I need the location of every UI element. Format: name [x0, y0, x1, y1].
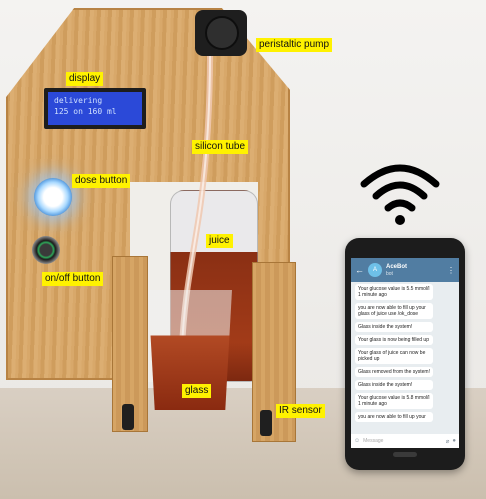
- left-sensor-block: [112, 256, 148, 432]
- wifi-icon: [360, 164, 440, 225]
- message-bubble: Your glucose value is 5.8 mmol/l 1 minut…: [355, 393, 433, 409]
- chat-title-block: AceBot bot: [386, 264, 407, 277]
- message-bubble: Glass removed from the system!: [355, 367, 433, 377]
- message-bubble: Your glass of juice can now be picked up: [355, 348, 433, 364]
- label-juice: juice: [206, 234, 233, 248]
- message-list: Your glucose value is 5.5 mmol/l 1 minut…: [351, 282, 459, 424]
- avatar: A: [368, 263, 382, 277]
- label-glass: glass: [182, 384, 212, 398]
- label-ir-sensor: IR sensor: [276, 404, 325, 418]
- label-peristaltic-pump: peristaltic pump: [256, 38, 333, 52]
- message-bubble: Glass inside the system!: [355, 380, 433, 390]
- back-arrow-icon: ←: [355, 265, 364, 275]
- label-display: display: [66, 72, 104, 86]
- peristaltic-pump: [195, 10, 247, 56]
- emoji-icon: ☺: [354, 438, 361, 444]
- chat-header: ← A AceBot bot ⋮: [351, 258, 459, 282]
- lcd-line-2: 125 on 160 ml: [54, 107, 117, 116]
- telegram-screen: ← A AceBot bot ⋮ Your glucose value is 5…: [351, 258, 459, 448]
- paperclip-icon: ⌀: [445, 438, 450, 445]
- left-ir-sensor: [122, 404, 134, 430]
- lcd-line-1: delivering: [54, 96, 103, 105]
- message-bubble: Your glass is now being filled up: [355, 335, 433, 345]
- right-ir-sensor: [260, 410, 272, 436]
- on-off-button: [32, 236, 60, 264]
- label-silicon-tube: silicon tube: [192, 140, 249, 154]
- dose-button: [34, 178, 72, 216]
- message-input-bar: ☺ Message ⌀ ●: [351, 434, 459, 448]
- label-dose-button: dose button: [72, 174, 131, 188]
- microphone-icon: ●: [452, 438, 456, 444]
- lcd-display: delivering 125 on 160 ml: [44, 88, 146, 129]
- message-bubble: you are now able to fill up your glass o…: [355, 303, 433, 319]
- message-bubble: Glass inside the system!: [355, 322, 433, 332]
- bot-status: bot: [386, 270, 393, 277]
- message-bubble: you are now able to fill up your: [355, 412, 433, 422]
- message-input-placeholder: Message: [363, 438, 384, 444]
- more-vertical-icon: ⋮: [447, 265, 455, 275]
- bot-name: AceBot: [386, 263, 408, 270]
- smartphone: ← A AceBot bot ⋮ Your glucose value is 5…: [345, 238, 465, 470]
- message-bubble: Your glucose value is 5.5 mmol/l 1 minut…: [355, 284, 433, 300]
- label-on-off-button: on/off button: [42, 272, 104, 286]
- home-key: [393, 452, 417, 457]
